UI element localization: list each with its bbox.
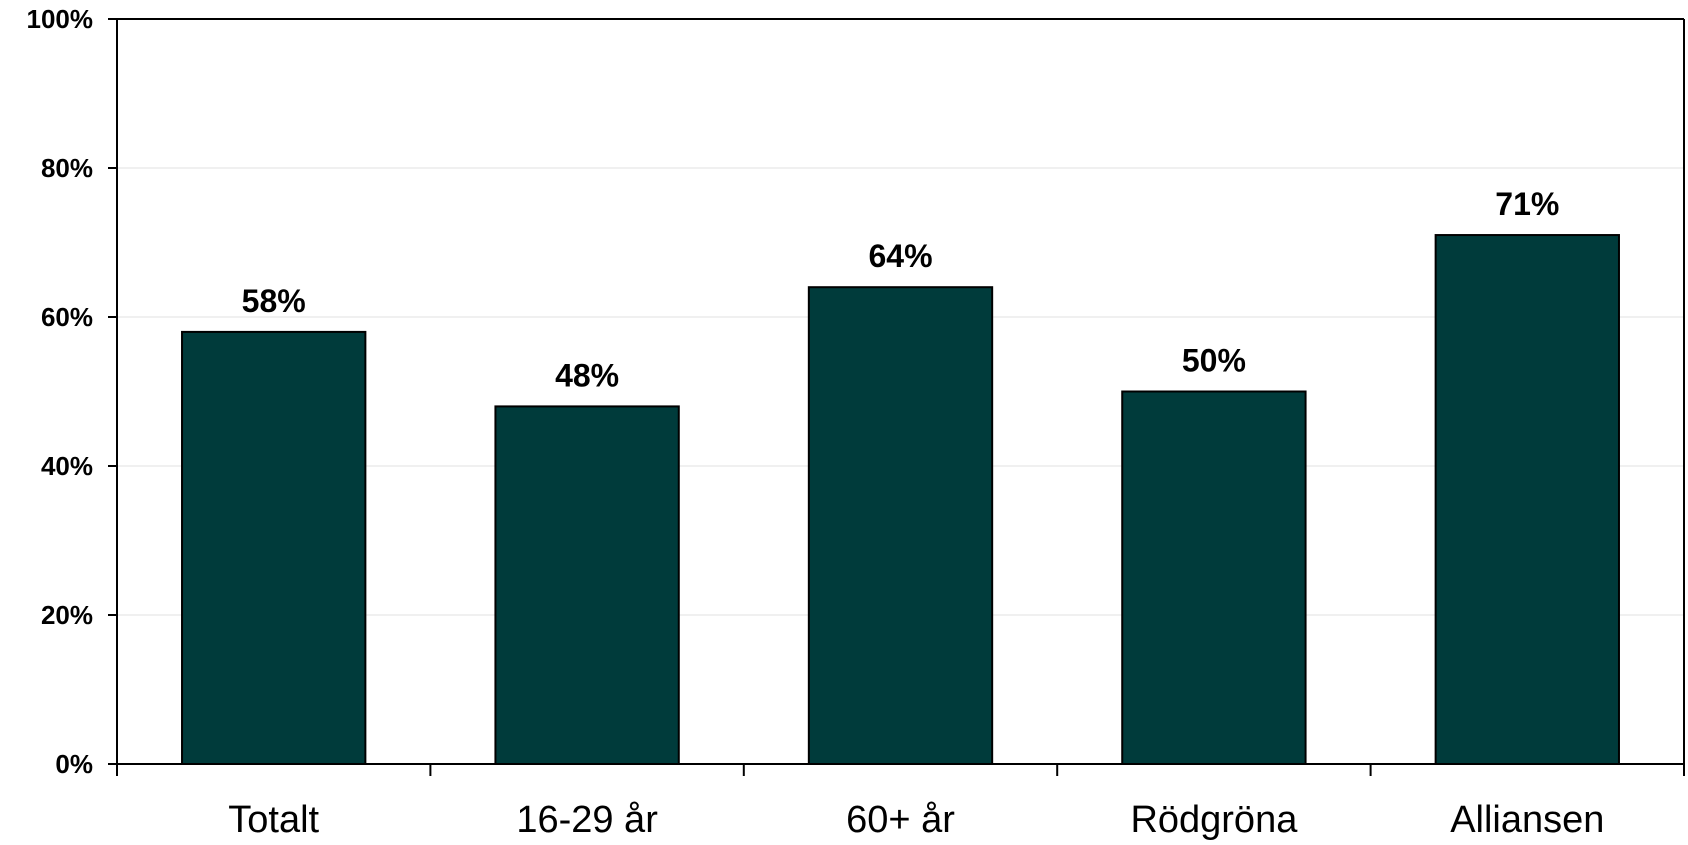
y-tick-label: 0% [55, 749, 93, 779]
y-axis-ticks: 0% 20% 40% 60% 80% 100% [27, 4, 117, 779]
y-tick-label: 40% [41, 451, 93, 481]
x-category-label: Rödgröna [1130, 799, 1298, 841]
y-tick-label: 60% [41, 302, 93, 332]
x-category-label: Alliansen [1450, 799, 1604, 841]
y-tick-label: 100% [27, 4, 94, 34]
x-axis-ticks: Totalt 16-29 år 60+ år Rödgröna Alliansen [116, 764, 1685, 841]
bar-data-label: 58% [242, 283, 306, 319]
x-category-label: 16-29 år [516, 799, 658, 841]
axes [116, 18, 1685, 765]
bar [1121, 390, 1307, 765]
bar [494, 405, 680, 765]
bars [181, 234, 1620, 766]
bar-data-label: 64% [868, 238, 932, 274]
x-category-label: Totalt [228, 799, 319, 841]
bar-data-label: 50% [1182, 343, 1246, 379]
x-category-label: 60+ år [846, 799, 955, 841]
bar [1434, 234, 1620, 766]
y-tick-label: 80% [41, 153, 93, 183]
bar-data-label: 48% [555, 357, 619, 393]
bar [807, 286, 994, 765]
bar-data-label: 71% [1495, 186, 1559, 222]
y-tick-label: 20% [41, 600, 93, 630]
data-labels: 58% 48% 64% 50% 71% [242, 186, 1560, 393]
bar [181, 330, 367, 765]
